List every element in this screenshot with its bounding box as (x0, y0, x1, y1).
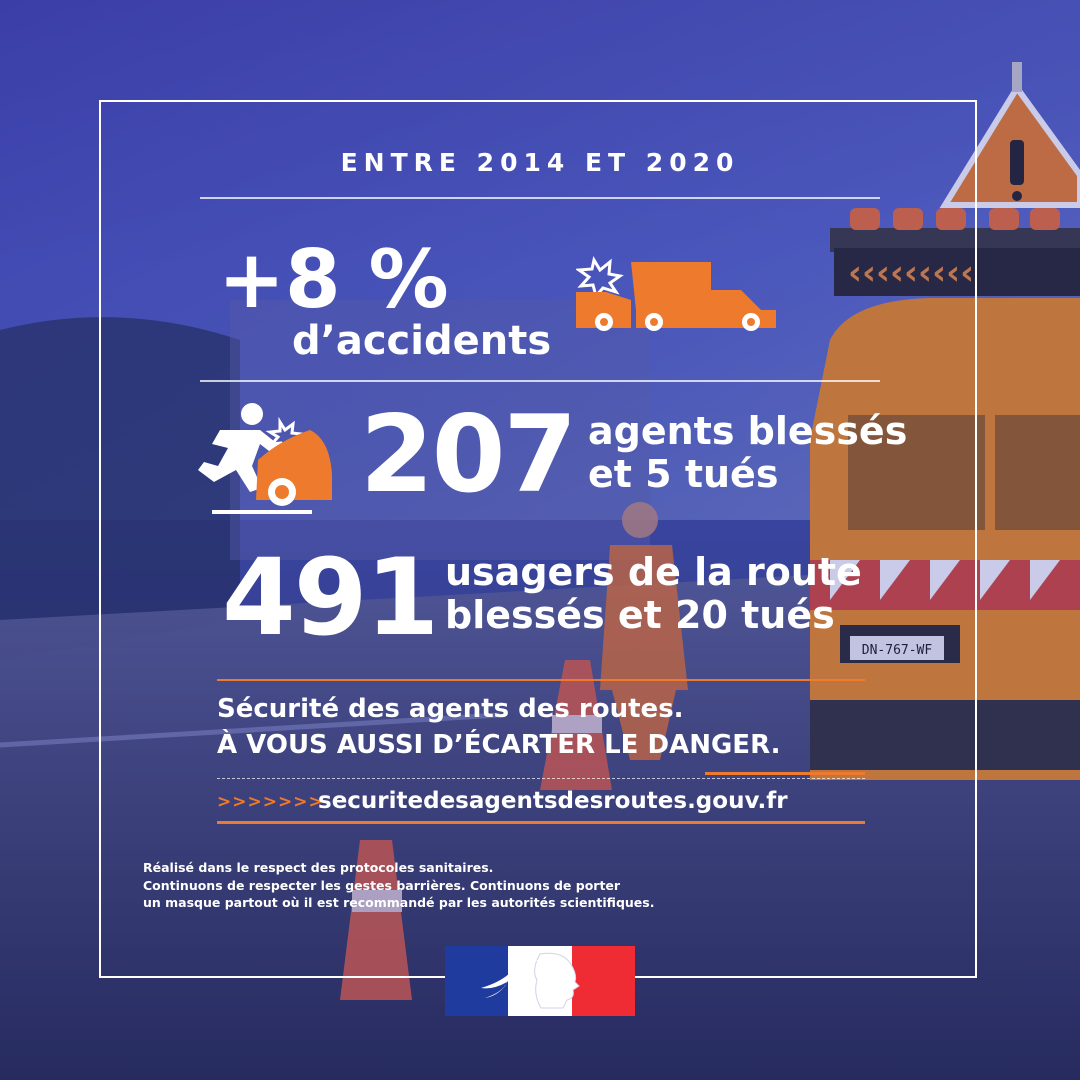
flag-red (571, 946, 635, 1016)
agents-line2: et 5 tués (588, 451, 779, 496)
agents-value: 207 (360, 393, 577, 516)
website-link[interactable]: securitedesagentsdesroutes.gouv.fr (318, 788, 788, 814)
note-line-1: Réalisé dans le respect des protocoles s… (143, 860, 494, 875)
users-line1: usagers de la route (445, 550, 862, 594)
agents-label: agents blessés et 5 tués (588, 410, 907, 495)
trees-silhouette (0, 317, 240, 660)
accent-underline (705, 772, 865, 775)
crashed-van-icon (576, 256, 776, 331)
marianne-profile-icon (481, 952, 580, 1009)
divider-orange-top (217, 679, 865, 681)
note-line-2: Continuons de respecter les gestes barri… (143, 877, 621, 893)
arrows-decoration: >>>>>>> (217, 792, 324, 812)
campaign-tagline: Sécurité des agents des routes. (217, 694, 684, 724)
accidents-value: +8 % (218, 233, 449, 326)
users-line2: blessés et 20 tués (445, 592, 835, 637)
note-line-3: un masque partout où il est recommandé p… (143, 895, 655, 910)
period-heading: ENTRE 2014 ET 2020 (340, 148, 740, 177)
road-worker (600, 502, 688, 760)
warning-triangle-sign (939, 62, 1080, 208)
agents-line1: agents blessés (588, 409, 908, 453)
divider-orange-bottom (217, 821, 865, 824)
users-label: usagers de la route blessés et 20 tués (445, 551, 862, 636)
health-notes: Réalisé dans le respect des protocoles s… (143, 859, 654, 912)
traffic-cones (340, 660, 612, 1000)
divider-middle (200, 380, 880, 382)
flag-blue (445, 946, 509, 1016)
blurred-lorry (230, 300, 650, 560)
pedestrian-hit-car-icon (198, 403, 332, 514)
campaign-cta: À VOUS AUSSI D’ÉCARTER LE DANGER. (217, 730, 781, 760)
service-truck: ‹‹‹‹‹‹‹‹‹ DN-767-WF (810, 208, 1080, 780)
divider-dashed (217, 778, 865, 779)
divider-top (200, 197, 880, 199)
users-value: 491 (222, 536, 439, 659)
accidents-label: d’accidents (292, 318, 552, 364)
truck-plate: DN-767-WF (862, 643, 933, 658)
svg-text:‹‹‹‹‹‹‹‹‹: ‹‹‹‹‹‹‹‹‹ (848, 253, 974, 293)
